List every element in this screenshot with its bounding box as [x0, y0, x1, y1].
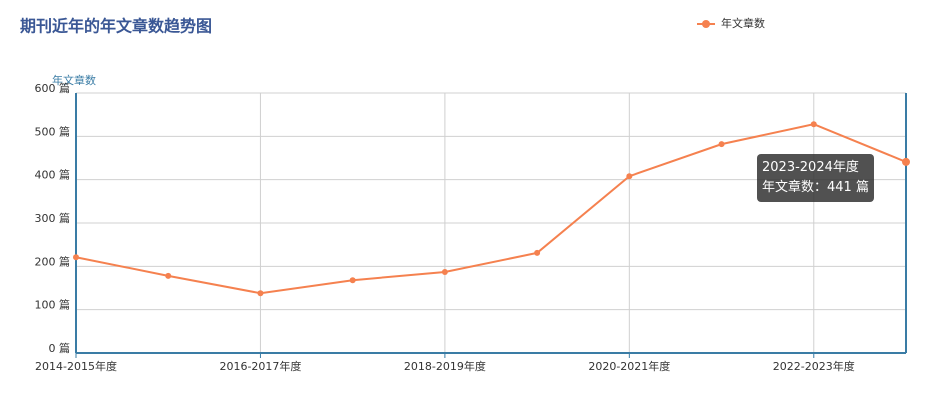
x-tick-label: 2022-2023年度 [773, 359, 855, 373]
y-tick-label: 100 篇 [35, 298, 71, 312]
point [349, 277, 356, 284]
x-tick-label: 2016-2017年度 [219, 359, 301, 373]
point [534, 249, 541, 256]
point [626, 173, 633, 180]
tooltip: 2023-2024年度 年文章数：441 篇 [757, 154, 874, 202]
y-tick-label: 500 篇 [35, 124, 71, 138]
point [257, 290, 264, 297]
y-axis-label: 年文章数 [52, 73, 96, 87]
legend-label: 年文章数 [721, 16, 765, 30]
y-tick-label: 200 篇 [35, 254, 71, 268]
point [810, 121, 817, 128]
point [165, 272, 172, 279]
x-tick-label: 2020-2021年度 [588, 359, 670, 373]
point [441, 268, 448, 275]
tooltip-title: 2023-2024年度 [762, 160, 859, 175]
y-tick-label: 0 篇 [49, 341, 71, 355]
x-tick-label: 2014-2015年度 [35, 359, 117, 373]
x-tick-label: 2018-2019年度 [404, 359, 486, 373]
point [718, 141, 725, 148]
legend-marker [702, 20, 710, 28]
point [902, 157, 910, 166]
tooltip-text: 年文章数：441 篇 [762, 180, 869, 195]
y-tick-label: 300 篇 [35, 211, 71, 225]
chart-title: 期刊近年的年文章数趋势图 [20, 17, 212, 36]
y-tick-label: 600 篇 [35, 81, 71, 95]
series-line [75, 123, 907, 295]
y-tick-label: 400 篇 [35, 168, 71, 182]
point [73, 254, 79, 261]
